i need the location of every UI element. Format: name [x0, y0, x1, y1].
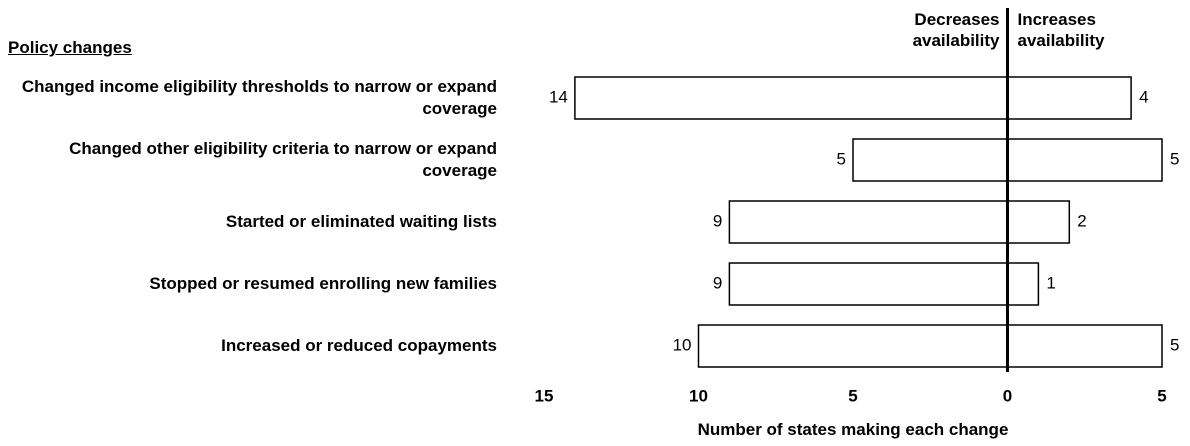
- bar: [1006, 138, 1163, 182]
- value-label: 5: [1170, 149, 1179, 168]
- x-axis-title: Number of states making each change: [697, 420, 1009, 439]
- value-label: 1: [1046, 273, 1055, 292]
- x-tick-label: 0: [1003, 386, 1012, 405]
- section-label: Policy changes: [8, 38, 132, 57]
- bar: [1006, 262, 1040, 306]
- category-label: Changed other eligibility criteria to na…: [69, 139, 497, 180]
- bar: [1006, 76, 1132, 120]
- bar: [697, 324, 1009, 368]
- category-label: Stopped or resumed enrolling new familie…: [149, 274, 497, 293]
- legend-label: Increases availability: [1017, 10, 1105, 50]
- value-label: 5: [1170, 335, 1179, 354]
- x-tick-label: 10: [689, 386, 708, 405]
- category-label: Started or eliminated waiting lists: [225, 212, 497, 231]
- value-label: 4: [1139, 87, 1148, 106]
- x-tick-label: 5: [848, 386, 857, 405]
- value-label: 9: [713, 273, 722, 292]
- value-label: 9: [713, 211, 722, 230]
- category-label: Increased or reduced copayments: [221, 336, 497, 355]
- legend-label: Decreases availability: [912, 10, 1000, 50]
- value-label: 10: [673, 335, 692, 354]
- bar: [574, 76, 1009, 120]
- value-label: 5: [837, 149, 846, 168]
- x-tick-label: 15: [535, 386, 554, 405]
- value-label: 14: [549, 87, 568, 106]
- bar: [1006, 324, 1163, 368]
- category-label: Changed income eligibility thresholds to…: [21, 77, 497, 118]
- value-label: 2: [1077, 211, 1086, 230]
- bar: [728, 200, 1009, 244]
- bar: [852, 138, 1009, 182]
- x-tick-label: 5: [1157, 386, 1166, 405]
- bar: [728, 262, 1009, 306]
- bar: [1006, 200, 1071, 244]
